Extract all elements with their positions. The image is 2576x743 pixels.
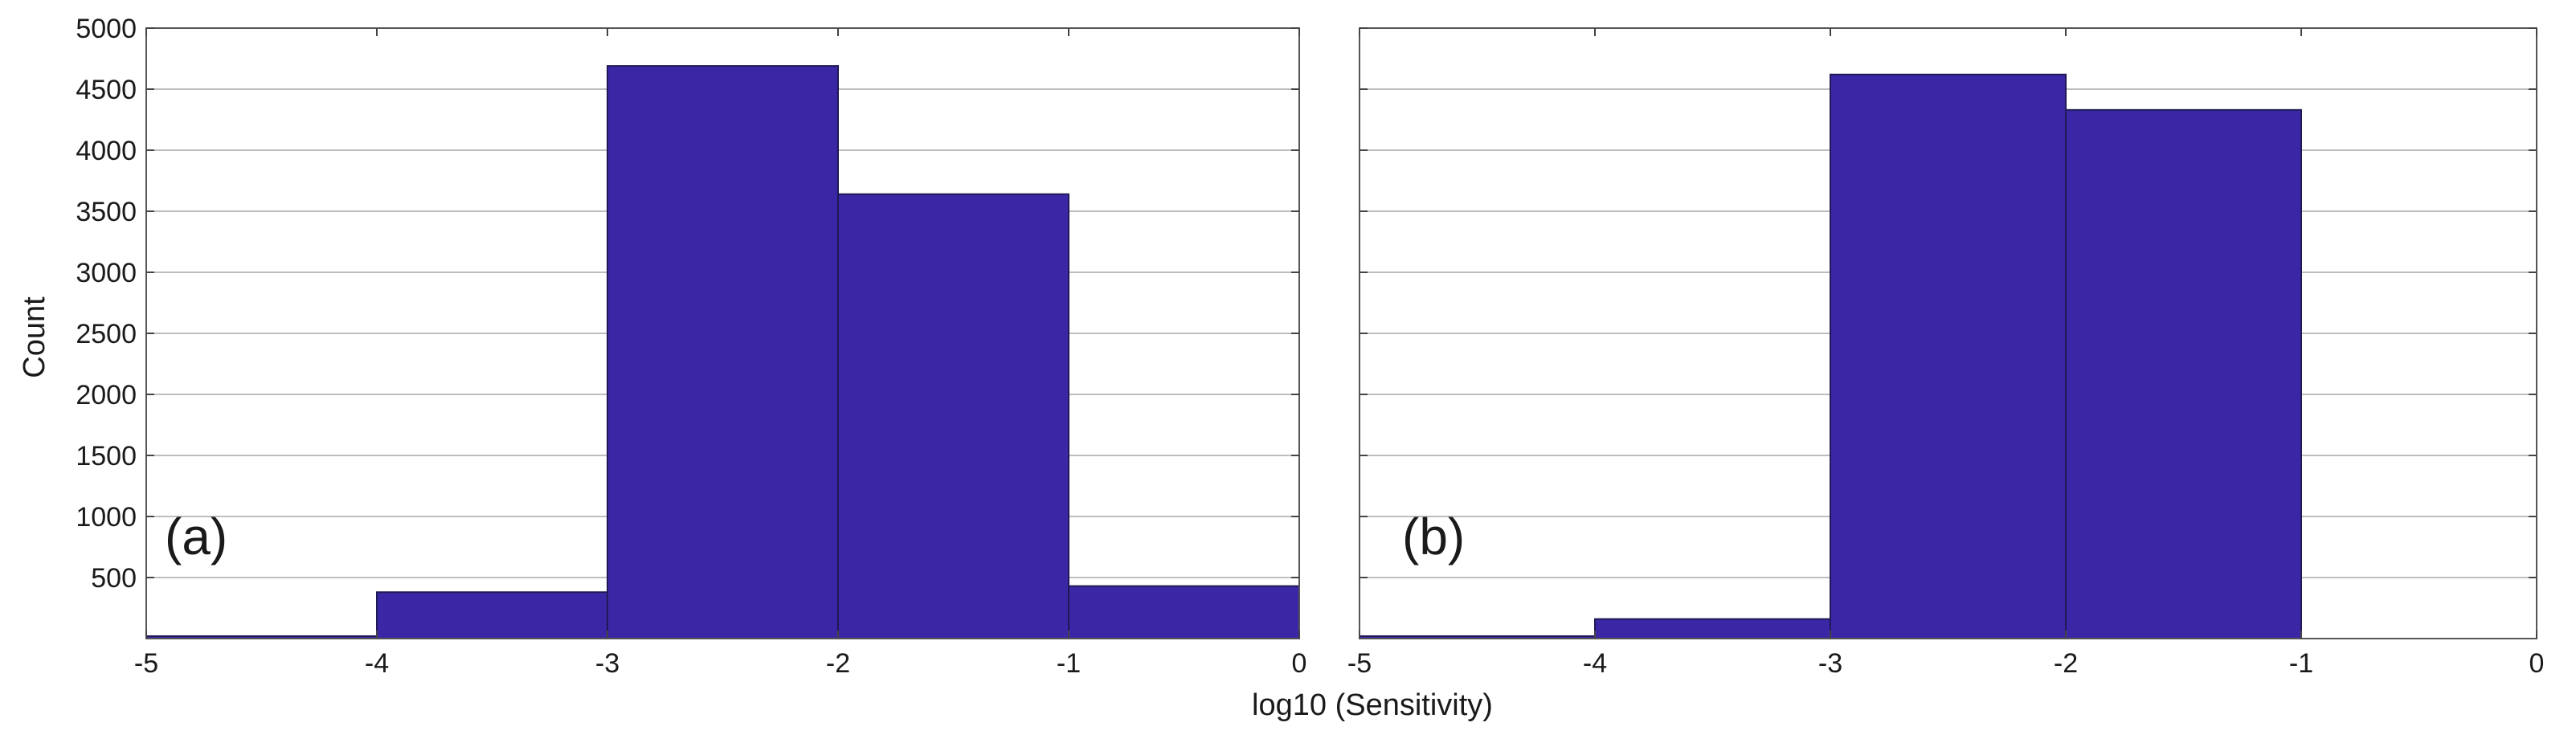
- x-tick-label: -2: [2054, 648, 2078, 679]
- x-tick-label: 0: [1292, 648, 1307, 679]
- y-tick-label: 2000: [76, 380, 137, 410]
- histogram-bar: [607, 65, 839, 640]
- y-tick-label: 3000: [76, 258, 137, 288]
- panel-label: (a): [165, 508, 227, 565]
- y-tick-label: 1000: [76, 502, 137, 533]
- x-tick-label: -5: [134, 648, 158, 679]
- x-tick-label: -3: [1818, 648, 1842, 679]
- histogram-bar: [1830, 73, 2067, 639]
- histogram-bar: [837, 193, 1069, 640]
- x-tick-label: -1: [1057, 648, 1081, 679]
- x-axis-title: log10 (Sensitivity): [1252, 688, 1493, 722]
- y-tick-label: 2500: [76, 319, 137, 349]
- y-tick-label: 5000: [76, 14, 137, 44]
- histogram-bar: [376, 591, 608, 639]
- x-tick-label: 0: [2529, 648, 2545, 679]
- x-tick-label: -1: [2289, 648, 2313, 679]
- histogram-bar: [1068, 585, 1300, 640]
- x-tick-label: -2: [826, 648, 850, 679]
- y-tick-label: 1500: [76, 441, 137, 472]
- y-tick-label: 500: [91, 563, 137, 594]
- x-tick-label: -3: [595, 648, 619, 679]
- x-tick-label: -4: [365, 648, 389, 679]
- y-tick-label: 3500: [76, 197, 137, 227]
- histogram-bar: [1594, 618, 1831, 639]
- panel-b: -5 -4 -3 -2 -1 0 (b): [1347, 27, 2545, 679]
- x-tick-label: -4: [1583, 648, 1607, 679]
- y-axis-title: Count: [18, 296, 51, 378]
- y-tick-label: 4000: [76, 136, 137, 166]
- histogram-bar: [2065, 108, 2302, 639]
- y-tick-label: 4500: [76, 75, 137, 105]
- panel-label: (b): [1402, 508, 1465, 565]
- x-tick-label: -5: [1347, 648, 1372, 679]
- panel-a: -5 -4 -3 -2 -1 0 500 1000 1500 2000 2500 3000 3500 40…: [76, 14, 1306, 679]
